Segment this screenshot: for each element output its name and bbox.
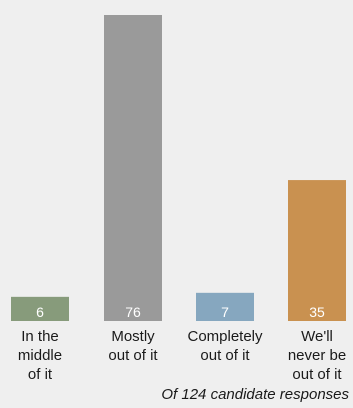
category-label-0-2: of it [28, 366, 53, 383]
category-label-2-1: out of it [200, 347, 250, 364]
category-label-1-0: Mostly [111, 328, 155, 345]
category-label-3-2: out of it [292, 366, 342, 383]
category-label-2-0: Completely [187, 328, 263, 345]
category-label-1-1: out of it [108, 347, 158, 364]
bar-value-label-2: 7 [221, 304, 229, 320]
category-label-0-0: In the [21, 328, 59, 345]
category-label-3-1: never be [288, 347, 346, 364]
bar-3 [288, 180, 346, 321]
bar-2 [196, 292, 254, 321]
bar-value-label-3: 35 [309, 304, 325, 320]
chart-footnote: Of 124 candidate responses [161, 386, 349, 403]
category-label-3-0: We'll [301, 328, 333, 345]
bar-0 [11, 296, 69, 321]
category-label-0-1: middle [18, 347, 62, 364]
bar-value-label-0: 6 [36, 304, 44, 320]
bar-1 [104, 15, 162, 321]
bar-value-label-1: 76 [125, 304, 141, 320]
